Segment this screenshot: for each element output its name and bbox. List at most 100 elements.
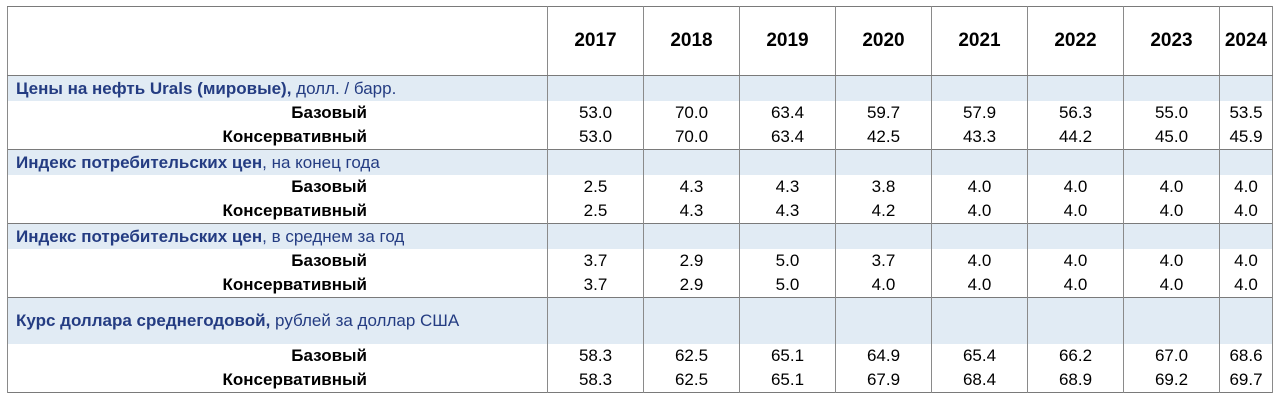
table-cell: 4.0 xyxy=(931,175,1028,199)
table-cell: 4.3 xyxy=(739,199,836,224)
section-title-unit: , в среднем за год xyxy=(262,226,405,246)
table-cell: 4.0 xyxy=(1219,199,1273,224)
table-cell: 5.0 xyxy=(739,249,836,273)
table-cell: 69.2 xyxy=(1123,368,1220,393)
section-title-bold: Курс доллара среднегодовой, xyxy=(16,311,271,330)
table-cell: 2.9 xyxy=(643,273,740,298)
table-cell: 4.0 xyxy=(1219,175,1273,199)
table-cell: 67.0 xyxy=(1123,344,1220,368)
table-cell: 62.5 xyxy=(643,344,740,368)
scenario-label: Консервативный xyxy=(7,199,548,224)
table-cell: 45.9 xyxy=(1219,125,1273,150)
table-cell: 53.0 xyxy=(547,101,644,125)
table-row: Базовый 3.7 2.9 5.0 3.7 4.0 4.0 4.0 4.0 xyxy=(7,249,1273,273)
table-cell: 2.5 xyxy=(547,199,644,224)
year-header: 2020 xyxy=(835,6,932,76)
table-cell: 65.1 xyxy=(739,368,836,393)
table-cell: 4.0 xyxy=(1219,273,1273,298)
table-cell: 66.2 xyxy=(1027,344,1124,368)
table-cell: 65.1 xyxy=(739,344,836,368)
table-cell: 63.4 xyxy=(739,125,836,150)
table-cell: 45.0 xyxy=(1123,125,1220,150)
table-cell: 4.0 xyxy=(1123,249,1220,273)
table-cell: 4.0 xyxy=(1219,249,1273,273)
forecast-table: 2017 2018 2019 2020 2021 2022 2023 2024 … xyxy=(7,6,1273,393)
table-cell: 68.4 xyxy=(931,368,1028,393)
table-cell: 3.7 xyxy=(547,273,644,298)
scenario-label: Консервативный xyxy=(7,273,548,298)
scenario-label: Базовый xyxy=(7,344,548,368)
table-cell: 63.4 xyxy=(739,101,836,125)
section-title-bold: Индекс потребительских цен xyxy=(16,226,263,246)
table-cell: 4.0 xyxy=(1027,249,1124,273)
year-header: 2018 xyxy=(643,6,740,76)
scenario-label: Базовый xyxy=(7,249,548,273)
section-row-cpi-average: Индекс потребительских цен, в среднем за… xyxy=(7,223,1273,249)
table-cell: 4.0 xyxy=(1123,273,1220,298)
year-header: 2022 xyxy=(1027,6,1124,76)
table-cell: 2.5 xyxy=(547,175,644,199)
table-cell: 59.7 xyxy=(835,101,932,125)
table-cell: 4.3 xyxy=(643,199,740,224)
table-cell: 55.0 xyxy=(1123,101,1220,125)
table-cell: 65.4 xyxy=(931,344,1028,368)
section-title-unit: рублей за доллар США xyxy=(270,311,460,330)
table-row: Консервативный 53.0 70.0 63.4 42.5 43.3 … xyxy=(7,125,1273,150)
table-row: Базовый 2.5 4.3 4.3 3.8 4.0 4.0 4.0 4.0 xyxy=(7,175,1273,199)
table-cell: 53.0 xyxy=(547,125,644,150)
table-cell: 4.0 xyxy=(931,273,1028,298)
scenario-label: Базовый xyxy=(7,175,548,199)
header-label-cell xyxy=(7,6,548,76)
year-header: 2017 xyxy=(547,6,644,76)
table-cell: 4.0 xyxy=(1027,199,1124,224)
table-cell: 4.0 xyxy=(931,249,1028,273)
scenario-label: Консервативный xyxy=(7,125,548,150)
table-cell: 53.5 xyxy=(1219,101,1273,125)
section-row-cpi-year-end: Индекс потребительских цен, на конец год… xyxy=(7,149,1273,175)
table-cell: 4.0 xyxy=(1123,199,1220,224)
table-cell: 4.0 xyxy=(1027,175,1124,199)
scenario-label: Базовый xyxy=(7,101,548,125)
table-cell: 4.0 xyxy=(931,199,1028,224)
table-cell: 4.0 xyxy=(835,273,932,298)
table-cell: 56.3 xyxy=(1027,101,1124,125)
table-cell: 58.3 xyxy=(547,344,644,368)
section-title-unit: , на конец года xyxy=(262,152,380,172)
table-cell: 68.6 xyxy=(1219,344,1273,368)
section-title: Индекс потребительских цен, на конец год… xyxy=(7,149,548,175)
year-header: 2024 xyxy=(1219,6,1273,76)
table-cell: 3.7 xyxy=(547,249,644,273)
table-header: 2017 2018 2019 2020 2021 2022 2023 2024 xyxy=(7,6,1273,76)
table-cell: 67.9 xyxy=(835,368,932,393)
table-cell: 4.3 xyxy=(643,175,740,199)
year-header: 2019 xyxy=(739,6,836,76)
table-row: Консервативный 2.5 4.3 4.3 4.2 4.0 4.0 4… xyxy=(7,199,1273,224)
section-title: Курс доллара среднегодовой, рублей за до… xyxy=(7,297,548,344)
table-cell: 69.7 xyxy=(1219,368,1273,393)
table-cell: 64.9 xyxy=(835,344,932,368)
table-cell: 58.3 xyxy=(547,368,644,393)
section-row-usd-rate: Курс доллара среднегодовой, рублей за до… xyxy=(7,297,1273,344)
table-body: Цены на нефть Urals (мировые), долл. / б… xyxy=(7,75,1273,393)
scenario-label: Консервативный xyxy=(7,368,548,393)
table-cell: 68.9 xyxy=(1027,368,1124,393)
section-row-urals: Цены на нефть Urals (мировые), долл. / б… xyxy=(7,75,1273,101)
section-title: Цены на нефть Urals (мировые), долл. / б… xyxy=(7,75,548,101)
table-cell: 4.0 xyxy=(1027,273,1124,298)
table-cell: 42.5 xyxy=(835,125,932,150)
table-cell: 3.8 xyxy=(835,175,932,199)
table-cell: 2.9 xyxy=(643,249,740,273)
table-cell: 43.3 xyxy=(931,125,1028,150)
table-cell: 57.9 xyxy=(931,101,1028,125)
year-header: 2023 xyxy=(1123,6,1220,76)
table-cell: 70.0 xyxy=(643,125,740,150)
table-row: Консервативный 3.7 2.9 5.0 4.0 4.0 4.0 4… xyxy=(7,273,1273,298)
section-title-bold: Цены на нефть Urals (мировые), xyxy=(16,78,292,98)
table-cell: 44.2 xyxy=(1027,125,1124,150)
table-cell: 62.5 xyxy=(643,368,740,393)
table-cell: 4.0 xyxy=(1123,175,1220,199)
table-cell: 70.0 xyxy=(643,101,740,125)
table-row: Консервативный 58.3 62.5 65.1 67.9 68.4 … xyxy=(7,368,1273,393)
header-row: 2017 2018 2019 2020 2021 2022 2023 2024 xyxy=(7,6,1273,76)
section-title-bold: Индекс потребительских цен xyxy=(16,152,263,172)
